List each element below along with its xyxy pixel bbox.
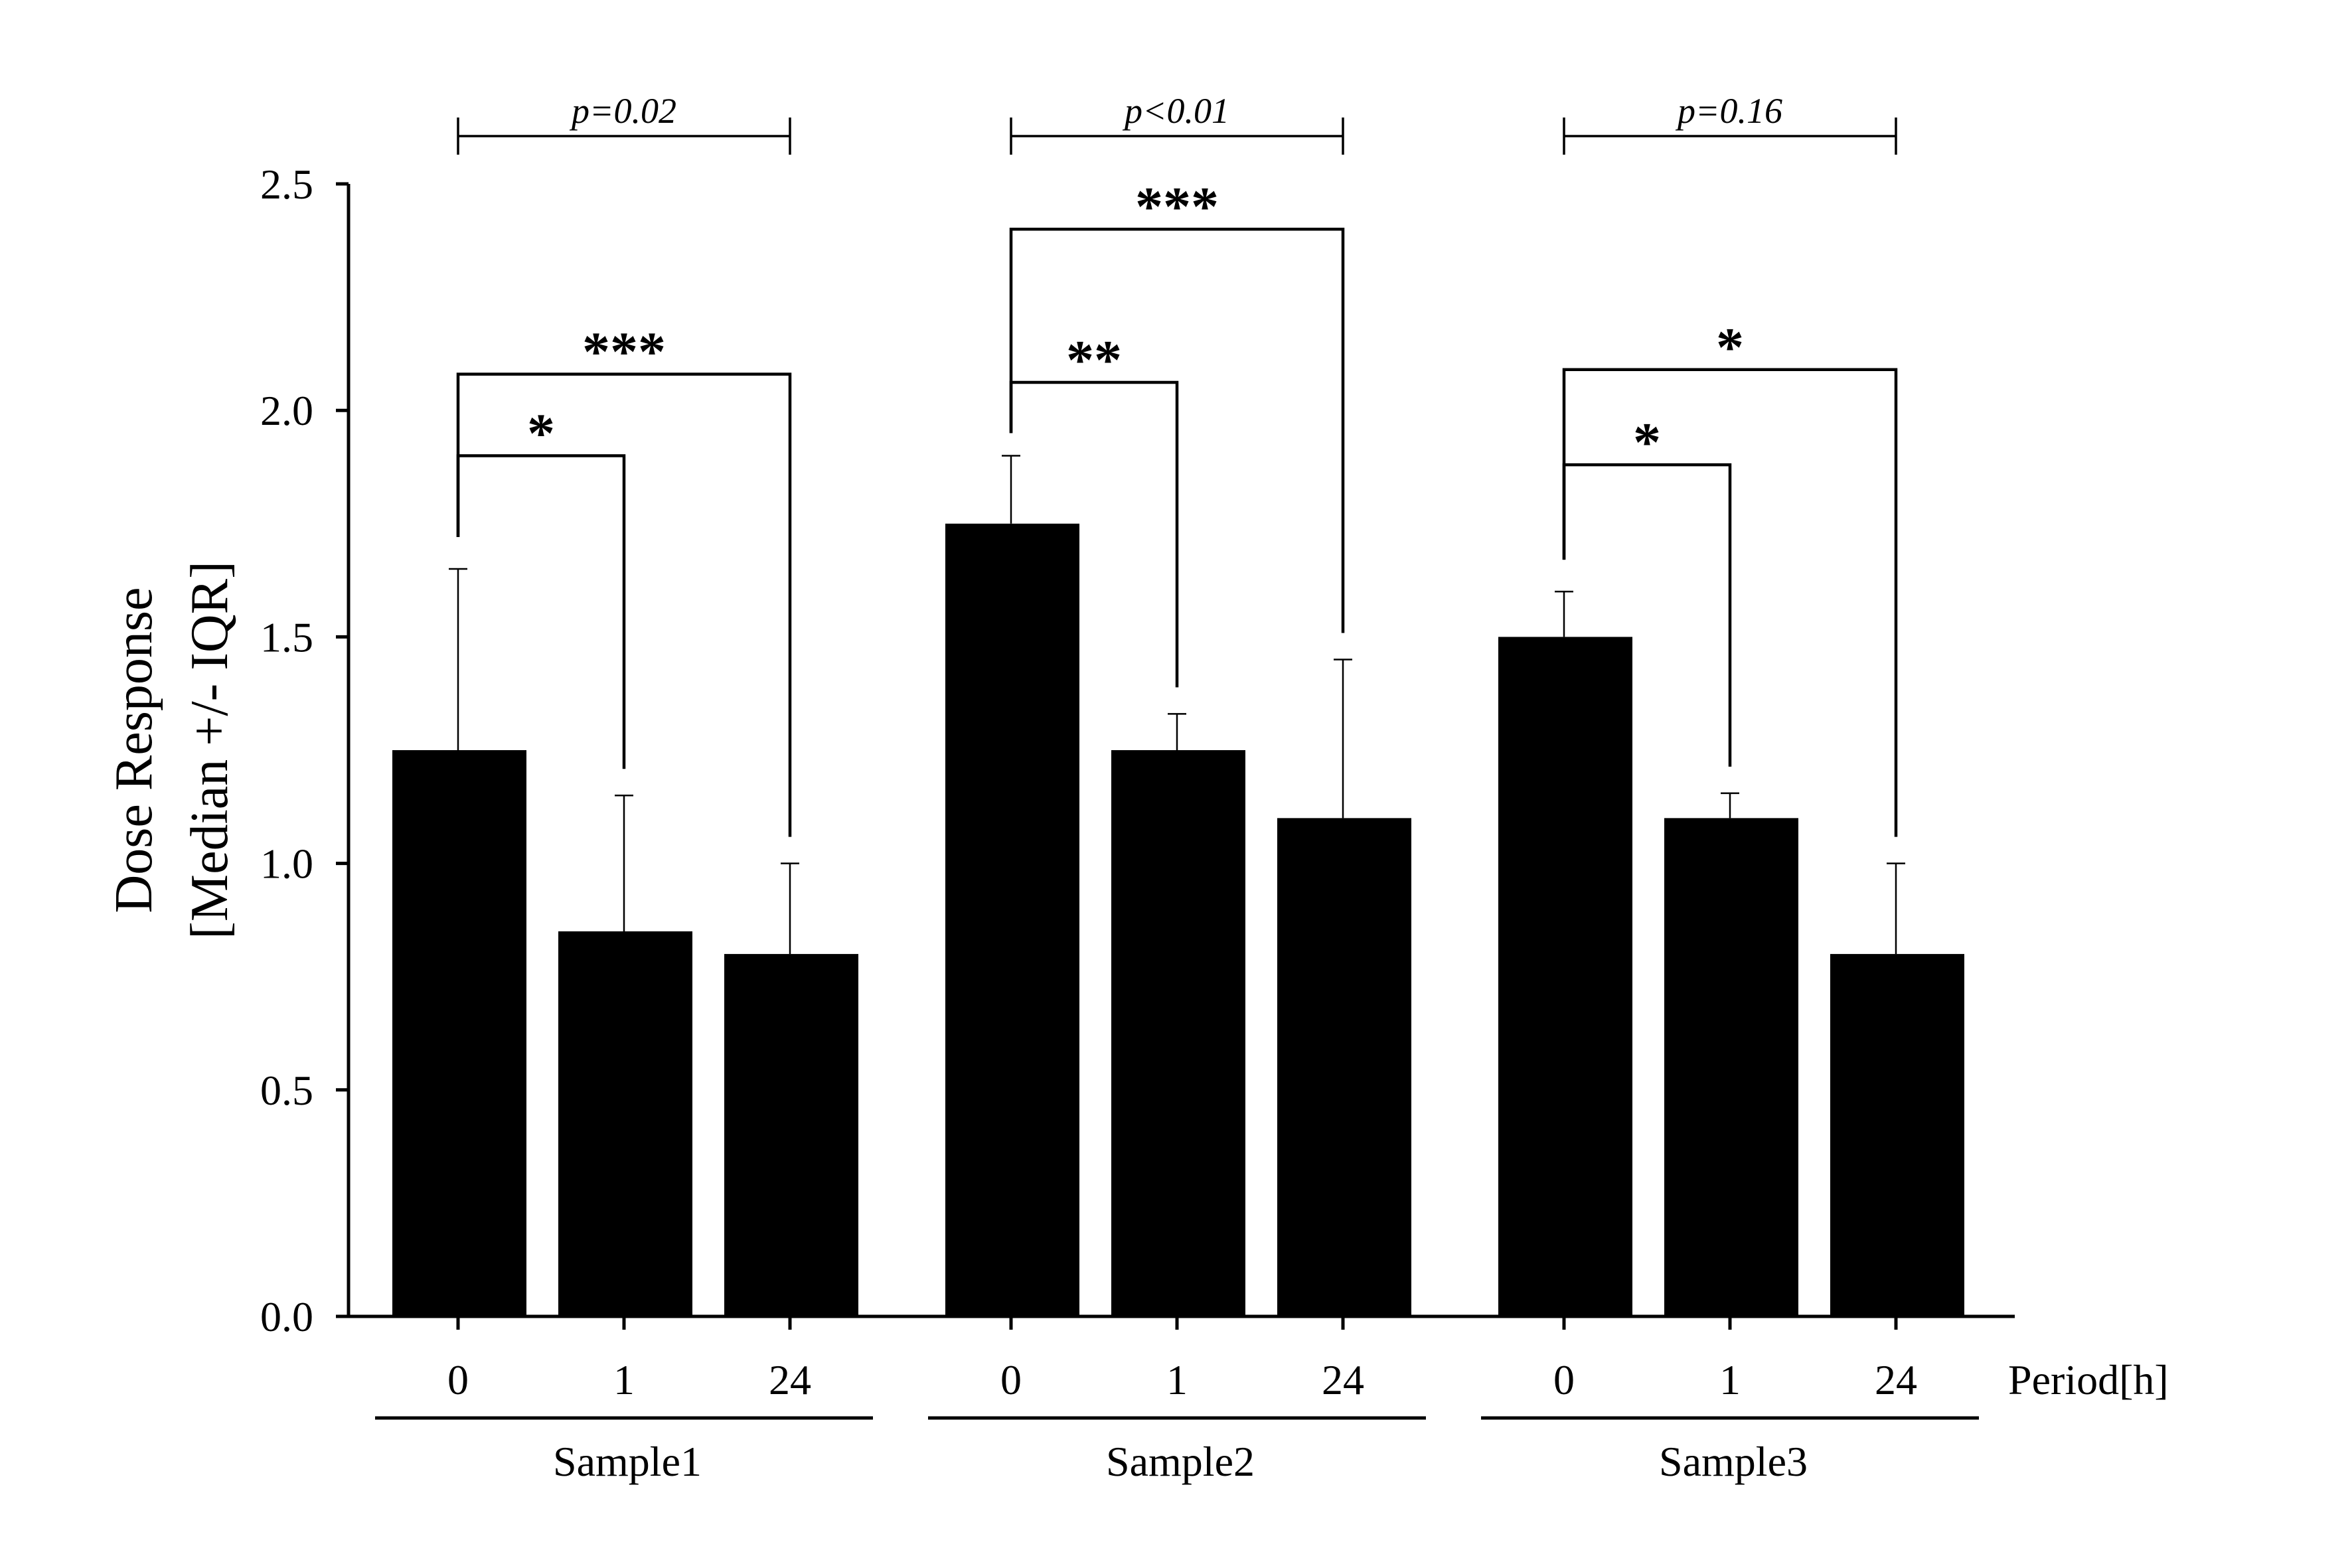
x-tick-label: 24: [1875, 1356, 1917, 1403]
group-label-group: Sample1 Sample2 Sample3: [375, 1416, 1979, 1485]
bar: [1664, 818, 1798, 1316]
bar: [1830, 954, 1964, 1316]
y-tick-label: 0.5: [260, 1067, 313, 1114]
bar: [392, 750, 526, 1316]
bar: [724, 954, 858, 1316]
bar: [1111, 750, 1245, 1316]
x-tick-label: 0: [1000, 1356, 1022, 1403]
significance-bracket: [1009, 227, 1345, 633]
x-tick-label: 24: [1322, 1356, 1364, 1403]
error-bar-group: [449, 455, 1905, 955]
y-tick-label: 1.0: [260, 840, 313, 888]
x-tick-label: 1: [1719, 1356, 1741, 1403]
y-tick-group: 0.0 0.5 1.0 1.5 2.0 2.5: [260, 161, 349, 1340]
significance-bracket: [1562, 368, 1898, 837]
y-tick-label: 1.5: [260, 613, 313, 661]
significance-stars: **: [1066, 329, 1122, 391]
significance-stars: ***: [582, 321, 666, 383]
group-label: Sample2: [1106, 1438, 1255, 1485]
p-value-label: p=0.02: [569, 91, 676, 131]
y-axis-subtitle: [Median +/- IQR]: [181, 561, 239, 939]
x-tick-label: 1: [613, 1356, 635, 1403]
y-tick-label: 2.0: [260, 387, 313, 434]
x-tick-label: 24: [769, 1356, 811, 1403]
x-tick-label-group: 0 1 24 0 1 24 0 1 24: [447, 1316, 1917, 1403]
bar: [1277, 818, 1411, 1316]
x-tick-label: 0: [1553, 1356, 1575, 1403]
y-axis-title: Dose Response: [105, 587, 163, 913]
bar-group: [392, 523, 1964, 1316]
y-tick-label: 2.5: [260, 161, 313, 208]
p-value-label: p=0.16: [1675, 91, 1782, 131]
significance-stars: *: [1633, 412, 1661, 473]
group-label: Sample3: [1659, 1438, 1808, 1485]
significance-stars: *: [527, 402, 555, 464]
p-value-label: p<0.01: [1122, 91, 1229, 131]
x-axis-title: Period[h]: [2008, 1356, 2169, 1403]
x-tick-label: 0: [447, 1356, 469, 1403]
group-label: Sample1: [553, 1438, 702, 1485]
x-tick-label: 1: [1166, 1356, 1188, 1403]
significance-bracket: [456, 454, 626, 769]
significance-bracket-group: p=0.02****p<0.01*****p=0.16**: [456, 91, 1898, 837]
significance-stars: *: [1716, 317, 1744, 378]
bar: [558, 931, 692, 1316]
bar: [1498, 637, 1632, 1316]
y-tick-label: 0.0: [260, 1293, 313, 1340]
bar: [945, 523, 1079, 1316]
significance-bracket: [456, 372, 792, 837]
significance-stars: ***: [1135, 176, 1219, 238]
